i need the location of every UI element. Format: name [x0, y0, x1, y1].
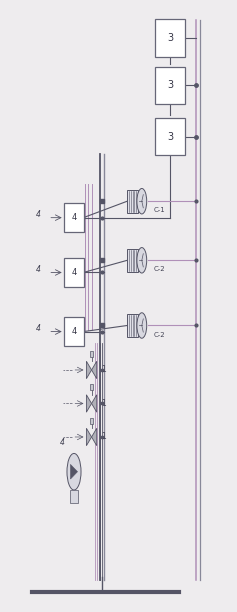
Polygon shape	[70, 465, 77, 479]
FancyBboxPatch shape	[155, 67, 185, 104]
FancyBboxPatch shape	[127, 248, 138, 272]
Text: 4: 4	[71, 327, 77, 336]
Polygon shape	[91, 428, 97, 446]
FancyBboxPatch shape	[90, 351, 93, 357]
Text: 1: 1	[101, 365, 106, 375]
FancyBboxPatch shape	[64, 258, 84, 287]
FancyBboxPatch shape	[127, 190, 138, 213]
Text: 4: 4	[36, 210, 41, 219]
Text: 4: 4	[60, 438, 65, 447]
FancyBboxPatch shape	[155, 118, 185, 155]
Text: 3: 3	[167, 80, 173, 91]
Text: C-2: C-2	[153, 332, 165, 338]
FancyBboxPatch shape	[90, 417, 93, 424]
FancyBboxPatch shape	[70, 490, 77, 503]
FancyBboxPatch shape	[90, 384, 93, 390]
Polygon shape	[87, 395, 91, 412]
Polygon shape	[87, 361, 91, 379]
FancyBboxPatch shape	[155, 20, 185, 56]
Text: 1: 1	[101, 399, 106, 408]
Text: 4: 4	[71, 268, 77, 277]
Text: 3: 3	[167, 33, 173, 43]
Text: 4: 4	[36, 324, 41, 333]
Text: 3: 3	[167, 132, 173, 141]
Circle shape	[137, 188, 147, 214]
FancyBboxPatch shape	[64, 317, 84, 346]
Text: 1: 1	[101, 433, 106, 441]
Text: C-1: C-1	[153, 207, 165, 214]
FancyBboxPatch shape	[64, 203, 84, 233]
Polygon shape	[87, 428, 91, 446]
Circle shape	[137, 248, 147, 273]
Text: 4: 4	[36, 265, 41, 274]
Text: C-2: C-2	[153, 266, 165, 272]
Circle shape	[137, 313, 147, 338]
Circle shape	[67, 453, 81, 490]
Polygon shape	[91, 395, 97, 412]
FancyBboxPatch shape	[127, 314, 138, 337]
Polygon shape	[91, 361, 97, 379]
Text: 4: 4	[71, 213, 77, 222]
